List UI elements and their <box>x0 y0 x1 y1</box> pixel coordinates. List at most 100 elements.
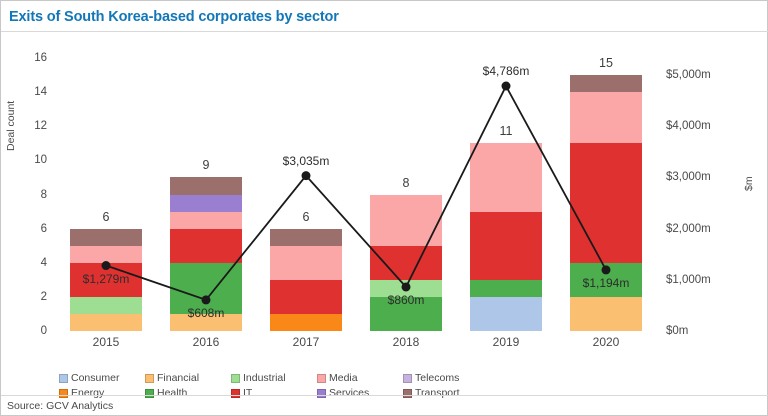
legend-label: IT <box>243 387 253 399</box>
legend-item-telecoms[interactable]: Telecoms <box>403 371 489 385</box>
deal-count-label-2017: 6 <box>302 209 310 224</box>
legend-label: Media <box>329 372 358 384</box>
y-tick-right-5000: $5,000m <box>666 69 711 82</box>
legend-swatch-industrial-icon <box>231 373 240 383</box>
legend-item-industrial[interactable]: Industrial <box>231 371 317 385</box>
plot-area <box>56 41 656 331</box>
y-tick-left-14: 14 <box>34 86 47 99</box>
legend: Consumer Financial Industrial Media Telecoms… <box>59 371 489 400</box>
bar-segment-2016-transport[interactable] <box>170 177 242 195</box>
value-label-2019: $4,786m <box>482 64 530 79</box>
value-label-2017: $3,035m <box>282 153 330 168</box>
bar-segment-2019-it[interactable] <box>470 211 542 280</box>
legend-swatch-consumer-icon <box>59 373 68 383</box>
total-value-line <box>101 81 611 305</box>
legend-swatch-services-icon <box>317 388 326 398</box>
legend-swatch-transport-icon <box>403 388 412 398</box>
legend-item-energy[interactable]: Energy <box>59 386 145 400</box>
x-tick-2019: 2019 <box>492 335 520 349</box>
line-marker-2020[interactable] <box>601 265 611 275</box>
legend-swatch-media-icon <box>317 373 326 383</box>
y-tick-left-2: 2 <box>40 290 47 303</box>
y-tick-left-12: 12 <box>34 120 47 133</box>
y-tick-right-2000: $2,000m <box>666 222 711 235</box>
legend-item-media[interactable]: Media <box>317 371 403 385</box>
line-marker-2016[interactable] <box>201 295 211 305</box>
value-label-2015: $1,279m <box>82 271 130 286</box>
bar-segment-2020-transport[interactable] <box>570 75 642 93</box>
value-label-2018: $860m <box>387 292 425 307</box>
bar-segment-2019-media[interactable] <box>470 143 542 212</box>
y-tick-left-8: 8 <box>40 188 47 201</box>
y-tick-left-4: 4 <box>40 256 47 269</box>
legend-label: Energy <box>71 387 105 399</box>
legend-swatch-health-icon <box>145 388 154 398</box>
bar-segment-2016-media[interactable] <box>170 211 242 229</box>
legend-item-transport[interactable]: Transport <box>403 386 489 400</box>
y-tick-right-1000: $1,000m <box>666 273 711 286</box>
legend-item-health[interactable]: Health <box>145 386 231 400</box>
legend-swatch-financial-icon <box>145 373 154 383</box>
bar-segment-2016-financial[interactable] <box>170 313 242 331</box>
value-label-2016: $608m <box>187 305 225 320</box>
legend-swatch-energy-icon <box>59 388 68 398</box>
legend-label: Telecoms <box>415 372 460 384</box>
bar-segment-2015-media[interactable] <box>70 245 142 263</box>
legend-label: Consumer <box>71 372 120 384</box>
bar-segment-2017-it[interactable] <box>270 279 342 314</box>
y-axis-right-label: $m <box>743 176 755 191</box>
bar-segment-2020-media[interactable] <box>570 92 642 144</box>
line-marker-2017[interactable] <box>301 171 311 181</box>
y-tick-left-16: 16 <box>34 52 47 65</box>
legend-item-services[interactable]: Services <box>317 386 403 400</box>
legend-label: Health <box>157 387 188 399</box>
y-tick-right-3000: $3,000m <box>666 171 711 184</box>
value-label-2020: $1,194m <box>582 275 630 290</box>
x-tick-2020: 2020 <box>592 335 620 349</box>
source-divider <box>1 395 768 396</box>
bar-segment-2019-health[interactable] <box>470 279 542 297</box>
legend-label: Services <box>329 387 370 399</box>
legend-swatch-it-icon <box>231 388 240 398</box>
bar-segment-2016-it[interactable] <box>170 228 242 263</box>
legend-label: Transport <box>415 387 460 399</box>
y-tick-right-4000: $4,000m <box>666 120 711 133</box>
y-axis-left-label: Deal count <box>5 100 17 151</box>
x-tick-2016: 2016 <box>192 335 220 349</box>
bar-segment-2019-consumer[interactable] <box>470 296 542 331</box>
legend-item-it[interactable]: IT <box>231 386 317 400</box>
chart-title: Exits of South Korea-based corporates by… <box>9 9 339 25</box>
y-tick-left-6: 6 <box>40 222 47 235</box>
source-note: Source: GCV Analytics <box>7 400 114 412</box>
bar-segment-2020-it[interactable] <box>570 143 642 263</box>
legend-item-financial[interactable]: Financial <box>145 371 231 385</box>
bar-segment-2017-transport[interactable] <box>270 228 342 246</box>
deal-count-label-2020: 15 <box>599 56 613 71</box>
bar-segment-2018-it[interactable] <box>370 245 442 280</box>
title-divider <box>1 31 768 32</box>
line-marker-2019[interactable] <box>501 81 511 91</box>
y-tick-left-0: 0 <box>40 325 47 337</box>
line-marker-2015[interactable] <box>101 261 111 271</box>
deal-count-label-2015: 6 <box>102 209 110 224</box>
line-marker-2018[interactable] <box>401 282 411 292</box>
deal-count-label-2018: 8 <box>402 175 410 190</box>
bar-segment-2016-services[interactable] <box>170 194 242 212</box>
x-tick-2017: 2017 <box>292 335 320 349</box>
deal-count-label-2019: 11 <box>499 124 513 139</box>
bar-segment-2017-media[interactable] <box>270 245 342 280</box>
x-tick-2018: 2018 <box>392 335 420 349</box>
bar-segment-2020-financial[interactable] <box>570 296 642 331</box>
y-tick-left-10: 10 <box>34 154 47 167</box>
bar-segment-2018-health[interactable] <box>370 296 442 331</box>
bar-segment-2017-energy[interactable] <box>270 313 342 331</box>
legend-swatch-telecoms-icon <box>403 373 412 383</box>
legend-item-consumer[interactable]: Consumer <box>59 371 145 385</box>
y-tick-right-0: $0m <box>666 325 689 337</box>
x-tick-2015: 2015 <box>92 335 120 349</box>
bar-segment-2015-financial[interactable] <box>70 313 142 331</box>
legend-label: Financial <box>157 372 200 384</box>
bar-segment-2015-transport[interactable] <box>70 228 142 246</box>
bar-segment-2015-industrial[interactable] <box>70 296 142 314</box>
